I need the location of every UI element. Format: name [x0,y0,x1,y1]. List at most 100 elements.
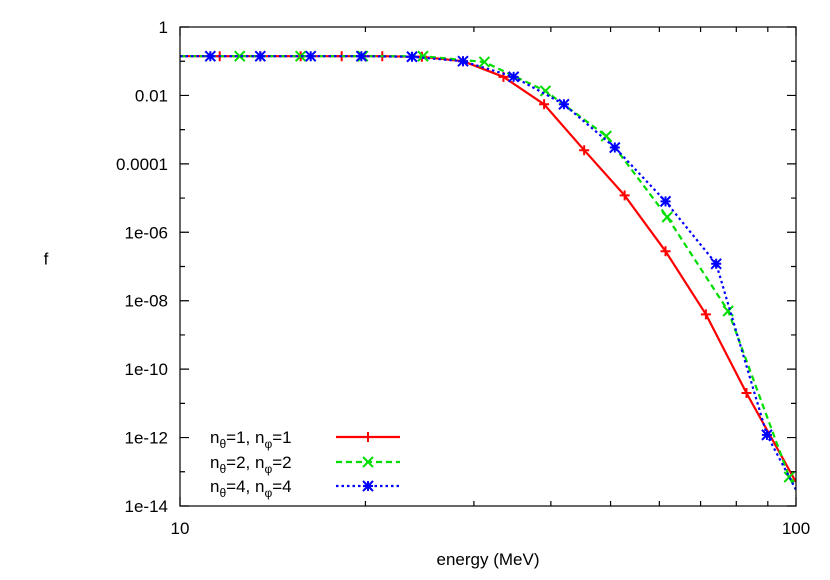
y-tick-label: 0.01 [135,86,168,105]
legend-marker [363,432,373,442]
data-point [507,71,520,83]
legend-text-part: =1 [272,428,291,447]
marker-cross-icon [362,456,374,468]
data-point [478,56,491,68]
y-tick-label: 1 [159,18,168,37]
data-point [700,309,711,320]
legend-label: nθ=1, nφ=1 [210,428,292,451]
data-point [710,258,722,270]
legend-marker [362,480,374,492]
legend-text-part: =1, n [226,428,264,447]
marker-plus-icon [619,190,630,201]
marker-cross-icon [661,211,673,223]
legend-text-part: =4, n [226,477,264,496]
legend-text-part: =4 [272,477,291,496]
legend-subscript: θ [219,462,226,476]
marker-cross-icon [600,130,612,142]
data-point [355,50,368,62]
series-2 [180,50,796,491]
legend-subscript: θ [219,437,226,451]
marker-star-icon [659,195,672,208]
marker-star-icon [362,480,374,492]
marker-star-icon [761,429,773,441]
marker-star-icon [457,55,469,67]
marker-cross-icon [233,50,246,62]
series-line [180,55,796,491]
marker-star-icon [406,51,418,63]
legend-label: nθ=2, nφ=2 [210,453,292,476]
marks-layer [180,50,796,491]
data-point [406,51,418,63]
marker-star-icon [305,50,317,62]
legend-label: nθ=4, nφ=4 [210,477,292,500]
marker-plus-icon [539,99,550,110]
legend-subscript: φ [264,486,272,500]
data-point [539,85,552,97]
marker-star-icon [609,141,621,154]
data-point [783,471,795,483]
marker-star-icon [254,50,266,62]
marker-star-icon [355,50,368,62]
marker-plus-icon [700,309,711,320]
data-point [619,190,630,201]
y-tick-label: 1e-14 [125,497,168,516]
legend-text-part: n [210,453,219,472]
data-point [417,50,429,62]
data-point [661,211,673,223]
x-tick-label: 100 [782,519,810,538]
data-point [254,50,266,62]
series-3 [180,50,796,491]
marker-plus-icon [660,246,671,257]
data-point [457,55,469,67]
legend-entry-2: nθ=2, nφ=2 [210,453,400,476]
marker-plus-icon [363,432,373,442]
data-point [539,99,550,110]
legend-text-part: n [210,477,219,496]
marker-cross-icon [783,471,795,483]
marker-plus-icon [579,145,590,156]
data-point [204,50,217,62]
series-line [180,55,796,491]
x-axis-label: energy (MeV) [437,550,540,569]
legend-subscript: φ [264,437,272,451]
marker-cross-icon [478,56,491,68]
legend-entry-1: nθ=1, nφ=1 [210,428,400,451]
data-point [660,246,671,257]
data-point [609,141,621,154]
marker-star-icon [558,98,570,111]
y-tick-label: 1e-08 [125,292,168,311]
data-point [305,50,317,62]
data-point [600,130,612,142]
y-tick-label: 1e-06 [125,223,168,242]
marker-cross-icon [294,50,307,62]
marker-star-icon [710,258,722,270]
legend-text-part: n [210,428,219,447]
marker-star-icon [507,71,520,83]
legend-subscript: φ [264,462,272,476]
y-tick-label: 0.0001 [116,155,168,174]
legend-subscript: θ [219,486,226,500]
y-axis-label: f [44,250,49,269]
y-tick-label: 1e-10 [125,360,168,379]
marker-cross-icon [417,50,429,62]
legend-text-part: =2, n [226,453,264,472]
data-point [294,50,307,62]
x-tick-label: 10 [171,519,190,538]
y-tick-label: 1e-12 [125,429,168,448]
series-line [180,55,796,483]
legend-marker [362,456,374,468]
data-point [558,98,570,111]
series-1 [180,51,796,483]
marker-cross-icon [539,85,552,97]
legend-entry-3: nθ=4, nφ=4 [210,477,400,500]
data-point [741,388,752,399]
legend: nθ=1, nφ=1nθ=2, nφ=2nθ=4, nφ=4 [210,428,400,500]
marker-plus-icon [741,388,752,399]
data-point [659,195,672,208]
data-point [579,145,590,156]
marker-star-icon [204,50,217,62]
legend-text-part: =2 [272,453,291,472]
data-point [233,50,246,62]
